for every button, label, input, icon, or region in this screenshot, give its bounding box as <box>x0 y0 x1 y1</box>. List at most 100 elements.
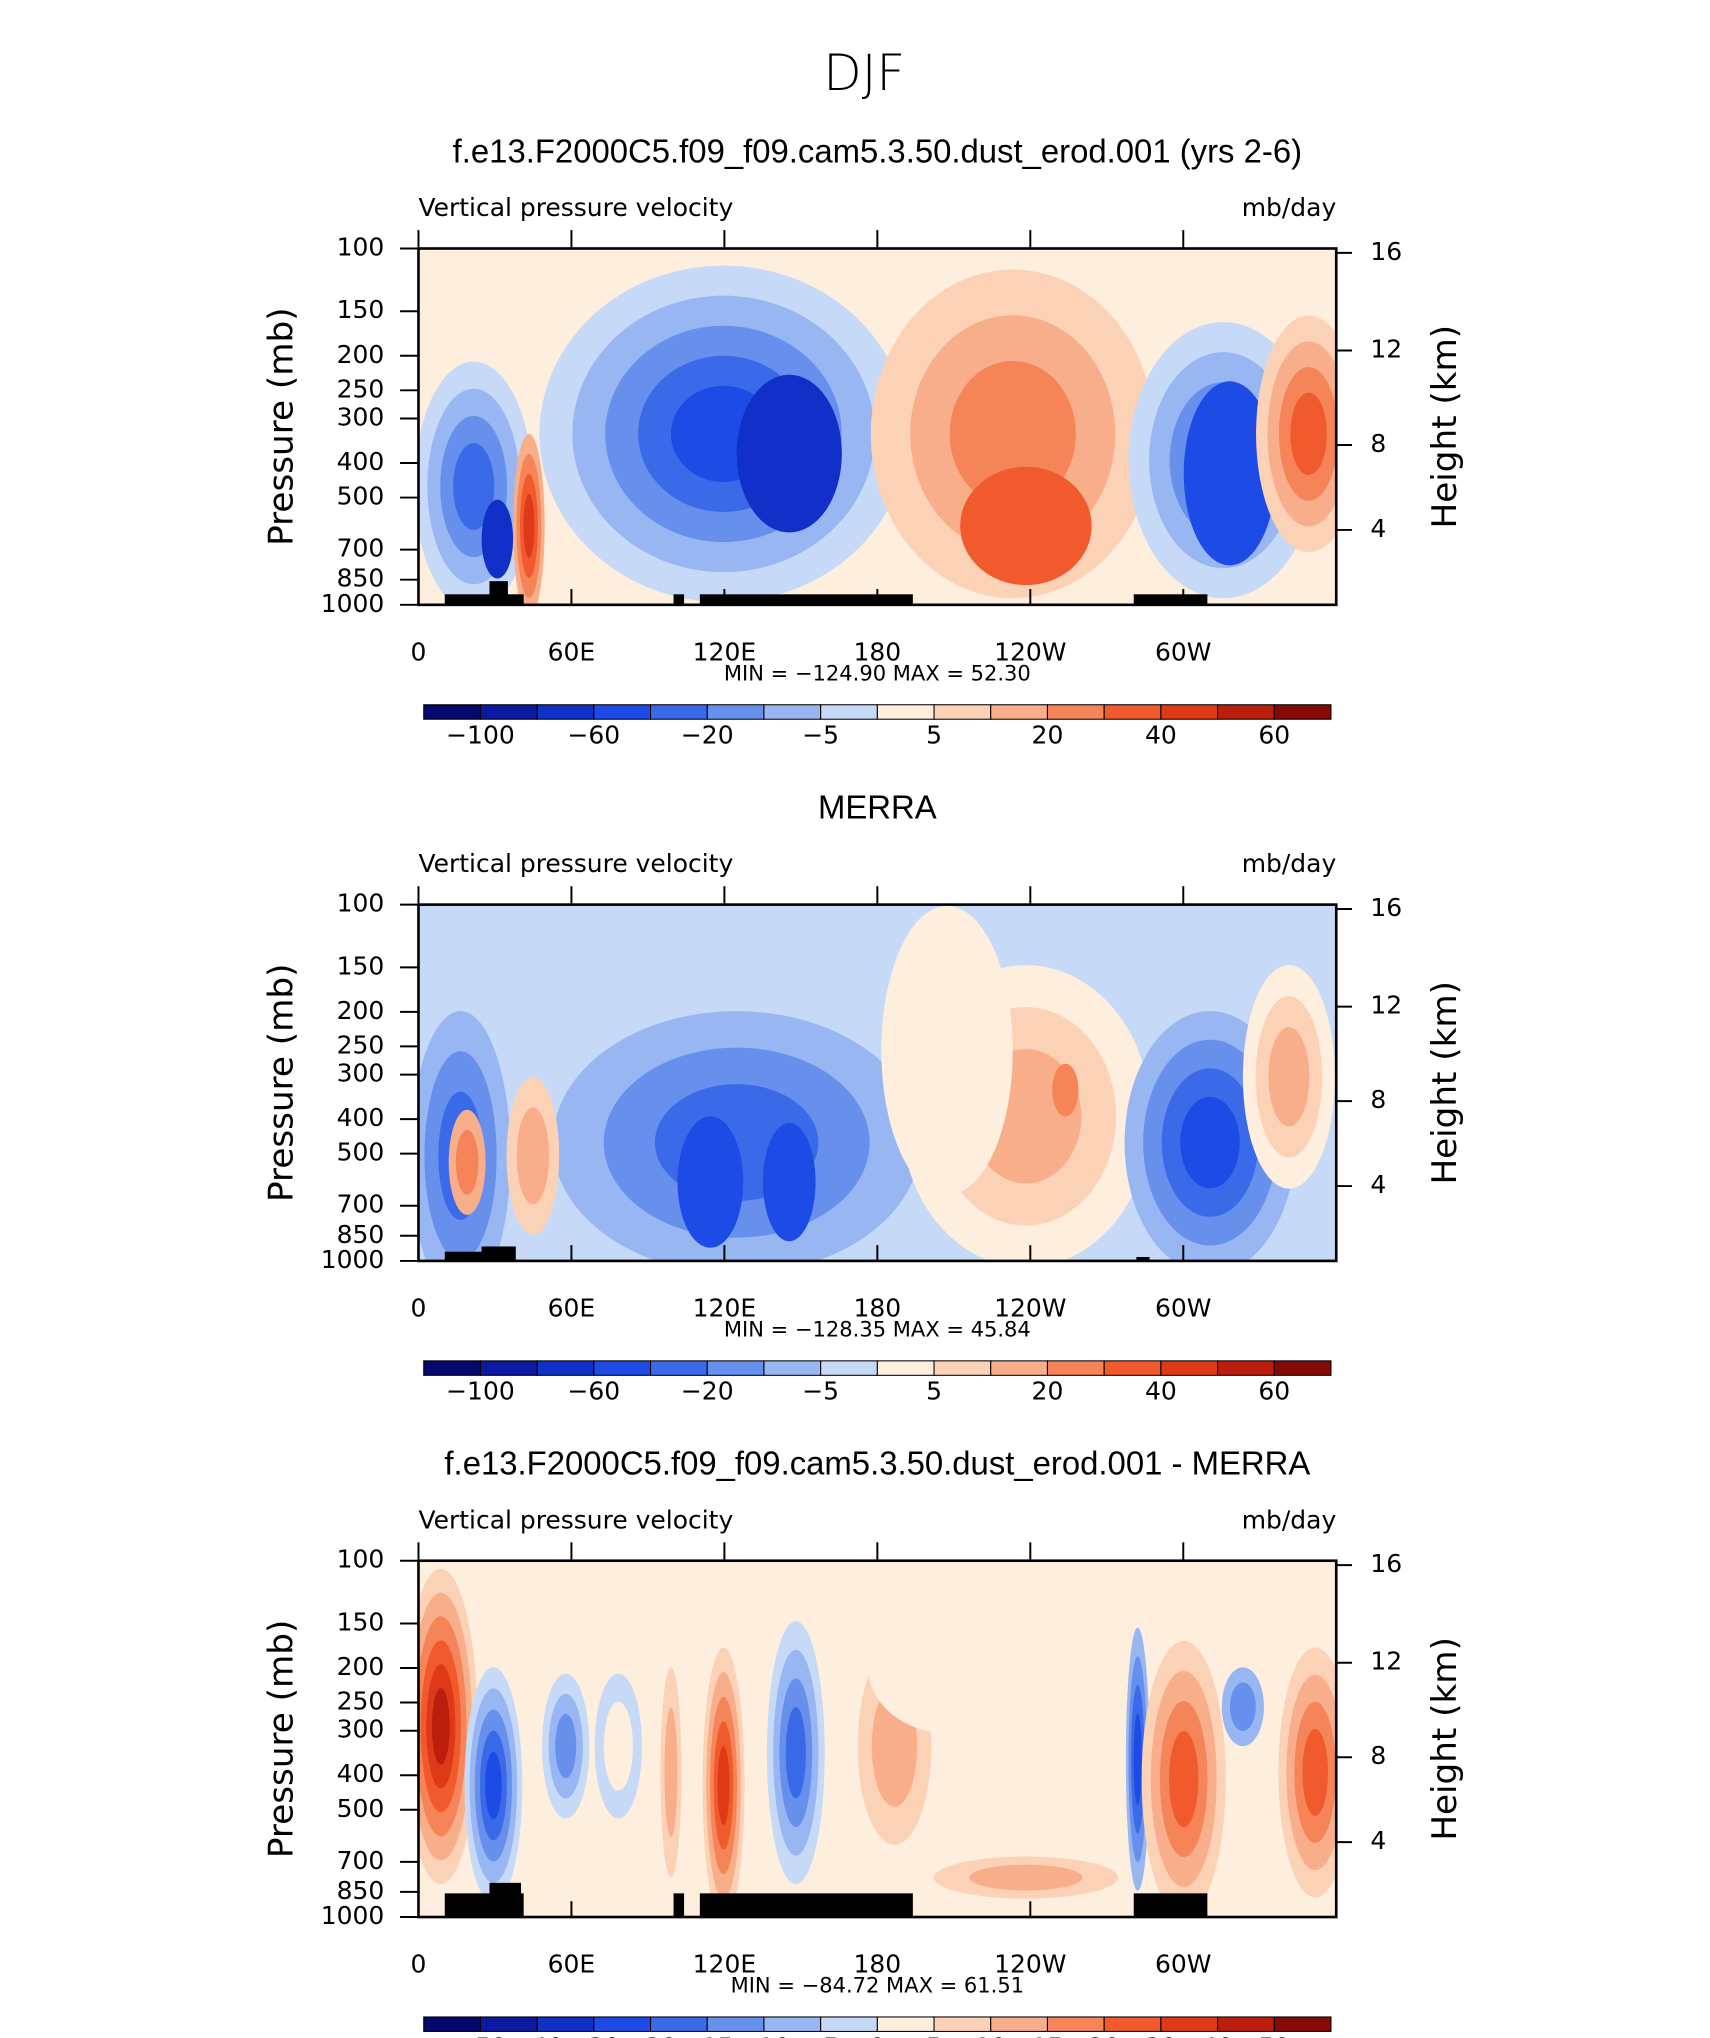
field-top <box>418 248 1337 302</box>
colorbar-label: −20 <box>681 1376 734 1405</box>
colorbar-label: −15 <box>681 2033 734 2038</box>
colorbar-label: 50 <box>1258 2033 1290 2038</box>
y2-tick-label: 4 <box>1370 1826 1386 1855</box>
y2-axis-label: Height (km) <box>1425 1637 1465 1841</box>
y-tick-label: 1000 <box>321 589 385 618</box>
colorbar-box <box>1217 1360 1275 1376</box>
colorbar-box <box>536 2016 595 2032</box>
colorbar-label: 0 <box>869 2033 885 2038</box>
x-tick-label: 0 <box>411 637 427 666</box>
x-tick-label: 120W <box>994 637 1066 666</box>
contour-region <box>1183 381 1276 566</box>
contour-region <box>969 1864 1083 1891</box>
x-tick-label: 0 <box>411 1950 427 1979</box>
x-tick-label: 120E <box>693 1950 756 1979</box>
colorbar-box <box>1103 704 1162 720</box>
land-mask <box>481 1246 516 1261</box>
contour-region <box>960 466 1092 586</box>
colorbar-label: −100 <box>446 1376 515 1405</box>
contour-region <box>485 1751 502 1820</box>
colorbar-label: −50 <box>454 2033 507 2038</box>
contour-region <box>868 1601 1026 1733</box>
colorbar-label: −30 <box>567 2033 620 2038</box>
y2-tick-label: 12 <box>1370 991 1402 1020</box>
x-tick-label: 60W <box>1155 1950 1211 1979</box>
colorbar-box <box>479 1360 538 1376</box>
units: mb/day <box>1242 193 1337 222</box>
colorbar-label: −60 <box>567 720 620 749</box>
contour-region <box>431 1688 450 1765</box>
y-tick-label: 850 <box>337 564 385 593</box>
colorbar-label: 15 <box>1032 2033 1064 2038</box>
y-tick-label: 400 <box>337 1103 385 1132</box>
contour-region <box>455 1129 479 1195</box>
panel-title: f.e13.F2000C5.f09_f09.cam5.3.50.dust_ero… <box>444 1445 1310 1482</box>
colorbar-box <box>876 2016 935 2032</box>
y-tick-label: 300 <box>337 403 385 432</box>
y-tick-label: 150 <box>337 295 385 324</box>
y-tick-label: 150 <box>337 1607 385 1636</box>
y-tick-label: 700 <box>337 534 385 563</box>
colorbar-label: 40 <box>1145 720 1177 749</box>
colorbar-label: 10 <box>975 2033 1007 2038</box>
colorbar-label: −5 <box>802 2033 839 2038</box>
y-tick-label: 1000 <box>321 1245 385 1274</box>
colorbar-box <box>536 1360 595 1376</box>
contour-region <box>1290 392 1327 476</box>
y-tick-label: 300 <box>337 1715 385 1744</box>
y2-tick-label: 4 <box>1370 1170 1386 1199</box>
land-mask <box>489 581 508 605</box>
y2-tick-label: 8 <box>1370 1085 1386 1114</box>
colorbar-box <box>479 704 538 720</box>
contour-region <box>762 1122 816 1242</box>
y-tick-label: 100 <box>337 889 385 918</box>
colorbar-box <box>593 2016 652 2032</box>
y2-axis-label: Height (km) <box>1425 325 1465 529</box>
colorbar-box <box>650 2016 708 2032</box>
colorbar-label: 5 <box>926 720 942 749</box>
subtitle: Vertical pressure velocity <box>418 849 733 878</box>
colorbar-box <box>706 1360 765 1376</box>
colorbar-box <box>1046 2016 1105 2032</box>
colorbar-box <box>650 1360 708 1376</box>
land-mask <box>1133 1893 1208 1918</box>
y2-tick-label: 12 <box>1370 1647 1402 1676</box>
y2-tick-label: 4 <box>1370 514 1386 543</box>
colorbar-box <box>990 1360 1048 1376</box>
y2-axis-label: Height (km) <box>1425 981 1465 1185</box>
land-mask <box>489 1882 522 1918</box>
min-max: MIN = −128.35 MAX = 45.84 <box>724 1317 1031 1342</box>
colorbar-box <box>593 1360 652 1376</box>
colorbar-box <box>933 704 992 720</box>
colorbar-box <box>990 2016 1048 2032</box>
land-mask <box>1133 594 1208 605</box>
y-tick-label: 500 <box>337 1794 385 1823</box>
y2-tick-label: 16 <box>1370 237 1402 266</box>
y2-tick-label: 16 <box>1370 1549 1402 1578</box>
y-tick-label: 850 <box>337 1876 385 1905</box>
y-axis-label: Pressure (mb) <box>262 1620 302 1858</box>
x-tick-label: 120E <box>693 1294 756 1323</box>
subtitle: Vertical pressure velocity <box>418 1505 733 1534</box>
y2-tick-label: 8 <box>1370 1741 1386 1770</box>
units: mb/day <box>1242 849 1337 878</box>
land-mask <box>699 1893 913 1918</box>
contour-region <box>516 1107 550 1205</box>
colorbar-label: −5 <box>802 720 839 749</box>
colorbar-label: 40 <box>1202 2033 1234 2038</box>
colorbar-box <box>650 704 708 720</box>
colorbar-label: 20 <box>1088 2033 1120 2038</box>
y-tick-label: 700 <box>337 1190 385 1219</box>
colorbar-label: −20 <box>624 2033 677 2038</box>
contour-region <box>677 1116 744 1248</box>
y-tick-label: 850 <box>337 1220 385 1249</box>
colorbar-label: 30 <box>1145 2033 1177 2038</box>
land-mask <box>699 594 913 605</box>
x-tick-label: 0 <box>411 1294 427 1323</box>
panel-title: f.e13.F2000C5.f09_f09.cam5.3.50.dust_ero… <box>453 133 1302 170</box>
contour-region <box>1133 1713 1142 1805</box>
colorbar-box <box>536 704 595 720</box>
y-tick-label: 500 <box>337 482 385 511</box>
contour-region <box>1268 1027 1310 1127</box>
colorbar-box <box>1160 1360 1219 1376</box>
